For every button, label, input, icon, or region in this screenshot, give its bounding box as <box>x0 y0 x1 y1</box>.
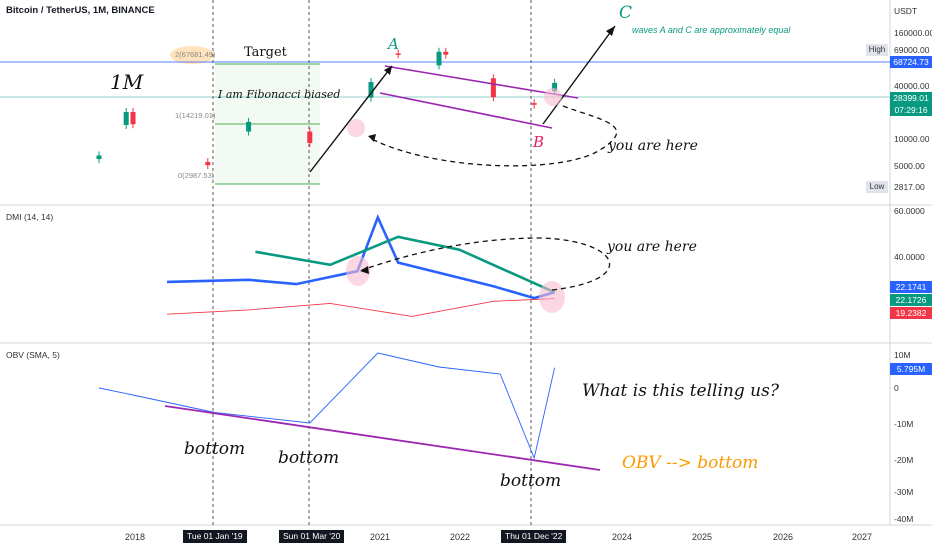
bottom-label-1: bottom <box>184 439 246 459</box>
candle-body[interactable] <box>246 121 252 132</box>
dmi-dashed-loop <box>361 237 611 291</box>
candle-body[interactable] <box>490 78 496 98</box>
you-are-here-dashed-loop <box>369 105 618 167</box>
wave-c-arrowhead <box>606 26 615 36</box>
wave-a-label: A <box>388 35 399 53</box>
candle-body[interactable] <box>443 51 449 55</box>
symbol-title[interactable]: Bitcoin / TetherUS, 1M, BINANCE <box>6 5 155 16</box>
obv-tick-10m: 10M <box>894 350 911 360</box>
dmi-minus-di-line[interactable] <box>255 235 556 294</box>
dmi-tick-40: 40.0000 <box>894 252 925 262</box>
price-tick-5000: 5000.00 <box>894 161 925 171</box>
obv-tick-minus10m: -10M <box>894 419 914 429</box>
wave-b-label: B <box>533 133 545 151</box>
obv-tick-minus40m: -40M <box>894 514 914 524</box>
obv-tick-minus20m: -20M <box>894 455 914 465</box>
highlight-current <box>544 88 562 106</box>
bottom-label-2: bottom <box>278 448 340 468</box>
currency-label: USDT <box>894 6 918 16</box>
low-value: 2817.00 <box>894 182 925 192</box>
candle-body[interactable] <box>552 82 558 92</box>
obv-sma-line[interactable] <box>98 352 556 460</box>
wave-a-arrow[interactable] <box>309 65 393 173</box>
low-label-badge: Low <box>866 181 888 193</box>
obv-tick-0: 0 <box>894 383 899 393</box>
price-tick-40000: 40000.00 <box>894 81 930 91</box>
time-label-2025: 2025 <box>692 532 713 542</box>
obv-question: What is this telling us? <box>582 381 779 401</box>
dmi-arrowhead <box>360 266 369 274</box>
dmi-plus-di-line[interactable] <box>166 214 555 300</box>
obv-tick-minus30m: -30M <box>894 487 914 497</box>
obv-trend-line[interactable] <box>164 405 601 471</box>
obv-bottom-label: OBV --> bottom <box>622 453 759 473</box>
you-are-here-dmi: you are here <box>607 239 697 255</box>
fib-level-highlight <box>170 46 214 64</box>
dmi-badge-blue: 22.1741 <box>890 281 932 293</box>
candle-body[interactable] <box>307 131 313 144</box>
high-line-badge: 68724.73 <box>890 56 932 68</box>
target-label: Target <box>244 45 287 60</box>
high-label-badge: High <box>866 44 888 56</box>
dmi-badge-red: 19.2382 <box>890 307 932 319</box>
dmi-highlight-current <box>539 281 565 313</box>
dmi-title[interactable]: DMI (14, 14) <box>6 212 54 222</box>
channel-bottom-line[interactable] <box>379 92 553 129</box>
price-tick-160000: 160000.00 <box>894 28 932 38</box>
you-are-here-arrowhead <box>368 134 376 142</box>
time-highlight-2020: Sun 01 Mar '20 <box>279 530 345 543</box>
dmi-adx-line[interactable] <box>166 298 555 317</box>
candles-group <box>96 47 558 170</box>
low-label: Low <box>869 182 885 191</box>
price-tick-69000: 69000.00 <box>894 45 930 55</box>
time-label-2026: 2026 <box>773 532 794 542</box>
time-highlight-2019: Tue 01 Jan '19 <box>183 530 247 543</box>
candle-body[interactable] <box>123 111 129 125</box>
dmi-tick-60: 60.0000 <box>894 206 925 216</box>
waves-note: waves A and C are approximately equal <box>632 25 791 35</box>
dmi-badge-green: 22.1726 <box>890 294 932 306</box>
fib-level-top: 2(67681.49) <box>175 50 216 59</box>
candle-body[interactable] <box>395 53 401 55</box>
wave-a-arrowhead <box>384 66 392 75</box>
fib-level-mid: 1(14219.01) <box>175 111 216 120</box>
high-label: High <box>868 45 886 54</box>
time-label-2024: 2024 <box>612 532 633 542</box>
you-are-here-price: you are here <box>608 138 698 154</box>
price-tick-10000: 10000.00 <box>894 134 930 144</box>
time-label-2022: 2022 <box>450 532 471 542</box>
wave-c-label: C <box>619 3 633 23</box>
timeframe-label: 1M <box>110 70 144 94</box>
time-label-2018: 2018 <box>125 532 146 542</box>
wave-c-arrow[interactable] <box>542 25 616 125</box>
candle-body[interactable] <box>96 155 102 160</box>
time-highlight-2022: Thu 01 Dec '22 <box>501 530 567 543</box>
fib-level-bottom: 0(2987.53) <box>178 171 215 180</box>
time-label-2021: 2021 <box>370 532 391 542</box>
candle-body[interactable] <box>436 51 442 66</box>
candle-body[interactable] <box>205 162 211 166</box>
dmi-highlight-2020 <box>346 256 370 286</box>
time-label-2027: 2027 <box>852 532 873 542</box>
highlight-2020 <box>347 119 365 137</box>
candle-body[interactable] <box>531 103 537 105</box>
candle-body[interactable] <box>368 81 374 98</box>
bottom-label-3: bottom <box>500 471 562 491</box>
obv-badge: 5.795M <box>890 363 932 375</box>
fib-bias-label: I am Fibonacci biased <box>218 88 341 101</box>
current-price-badge: 28399.01 <box>890 92 932 104</box>
obv-title[interactable]: OBV (SMA, 5) <box>6 350 60 360</box>
countdown-badge: 07:29:16 <box>890 104 932 116</box>
candle-body[interactable] <box>130 111 136 125</box>
